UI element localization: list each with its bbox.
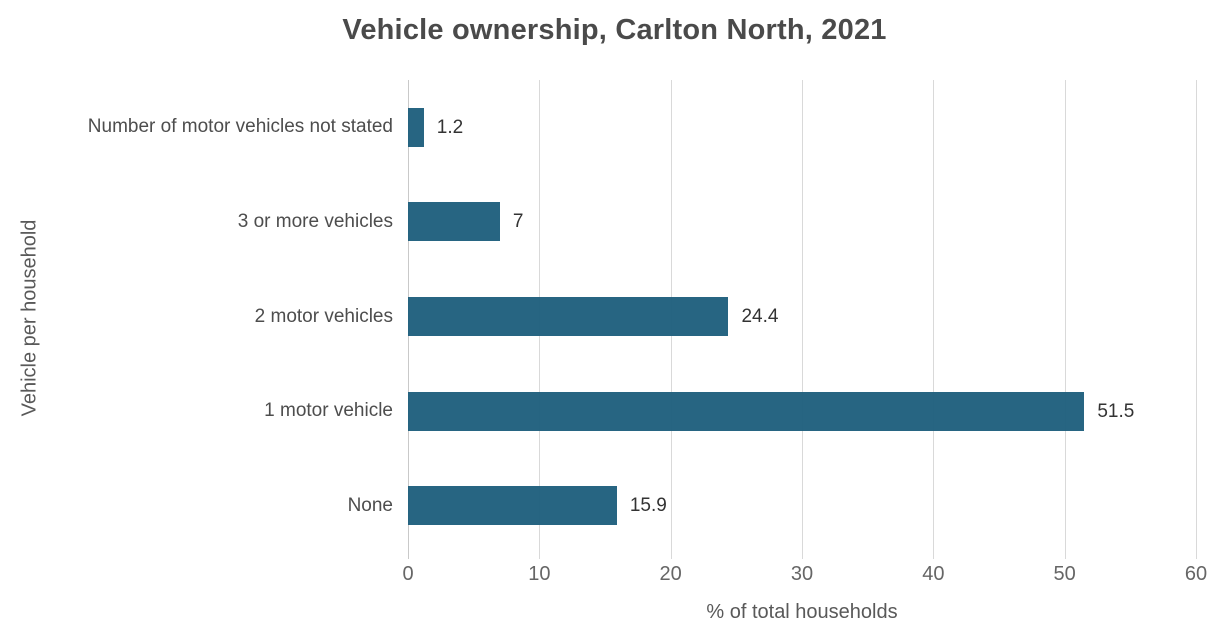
gridline [933,80,935,559]
chart-title: Vehicle ownership, Carlton North, 2021 [342,14,887,46]
x-tick-label: 10 [528,563,551,585]
bar[interactable] [408,107,424,147]
bar[interactable] [408,391,1085,431]
category-label: 3 or more vehicles [237,210,393,232]
bar[interactable] [408,297,729,336]
x-tick-label: 30 [790,563,814,585]
value-label: 7 [512,211,524,233]
plot-area: 1.2 7 24.4 51.5 15.9 [408,80,1197,559]
gridline [802,80,803,559]
value-label: 24.4 [741,306,779,327]
value-label: 51.5 [1097,400,1135,422]
x-tick-label: 40 [922,563,945,585]
value-label: 15.9 [629,495,667,517]
y-axis-category-labels: Number of motor vehicles not stated 3 or … [0,80,393,553]
category-label: 1 motor vehicle [264,400,393,422]
x-axis-title: % of total households [706,601,898,623]
value-label: 1.2 [436,116,464,138]
bar[interactable] [408,486,617,526]
bar[interactable] [408,202,500,242]
gridline [1064,80,1066,559]
x-tick-label: 50 [1053,563,1076,585]
category-label: 2 motor vehicles [254,305,393,327]
category-label: None [347,494,393,516]
x-tick-label: 60 [1184,563,1208,585]
x-tick-label: 20 [659,563,682,585]
gridline [1196,80,1197,559]
category-label: Number of motor vehicles not stated [87,116,393,138]
x-tick-label: 0 [402,563,414,585]
